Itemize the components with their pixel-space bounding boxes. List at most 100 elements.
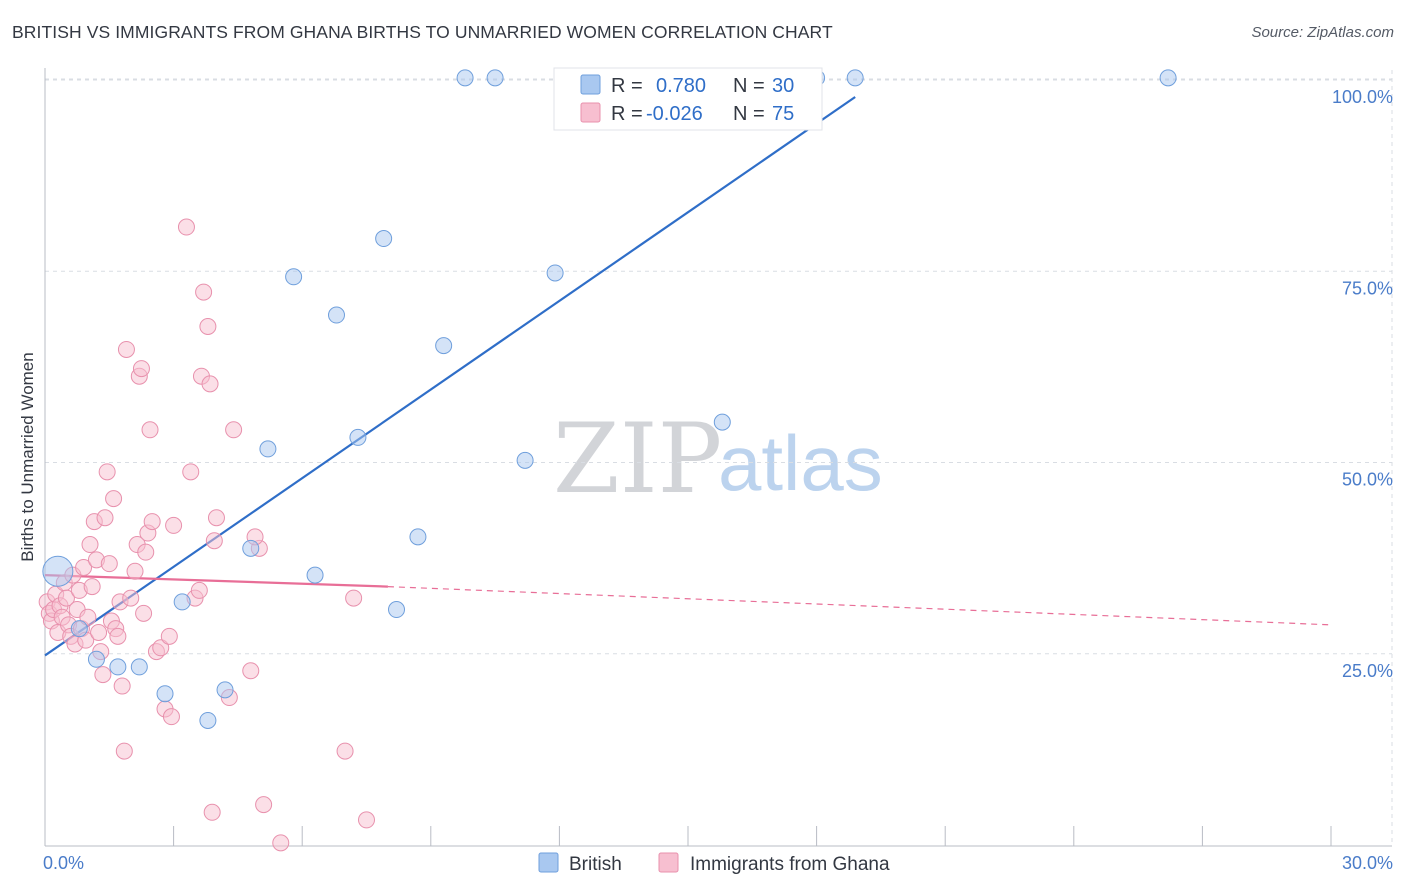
ghana-point [90,624,108,641]
ghana-point [109,627,127,645]
ghana-point [336,742,354,760]
ghana-point [165,516,183,534]
trend-lines [44,96,1332,657]
legend-british-n-label: N = [733,75,765,97]
british-point [130,658,148,676]
ghana-point [162,708,180,726]
british-point [156,685,174,703]
british-point [516,451,534,469]
ghana-point [203,803,221,821]
legend-ghana-n-label: N = [733,103,765,125]
legend-bottom-ghana-swatch [658,852,679,873]
ghana-point [81,536,99,554]
british-point [388,601,406,619]
british-point [173,593,191,611]
ghana-point [201,375,219,393]
y-axis-label: Births to Unmarried Women [18,352,37,561]
british-point [375,230,393,248]
ghana-point [358,811,375,829]
british-point [327,306,345,324]
british-point [546,264,564,282]
axes [44,68,1392,847]
legend-british-r-label: R = [611,75,643,97]
british-point [435,337,453,355]
ghana-point [177,218,195,236]
ghana-point [105,490,123,508]
data-points [38,69,1177,852]
ghana-point [345,589,363,607]
ghana-point [96,509,114,527]
ghana-point [132,360,150,378]
ghana-point [115,742,133,760]
legend-bottom-british-swatch [538,852,559,873]
ghana-point [195,283,213,301]
legend-british-swatch [580,74,601,95]
legend-ghana-r-label: R = [611,103,643,125]
ghana-trend-extension [387,586,1332,626]
british-point [199,711,217,729]
ghana-point [205,532,223,550]
legend-british-r-value: 0.780 [656,75,706,97]
british-point [42,555,74,587]
british-point [242,539,260,557]
ghana-point [117,340,135,358]
ghana-point [79,608,97,626]
ghana-point [182,463,200,481]
ghana-point [141,421,159,439]
british-point [216,681,234,699]
british-point [1159,69,1177,87]
british-point [87,650,105,668]
legend-bottom-ghana-label: Immigrants from Ghana [690,854,890,875]
y-tick-label: 75.0% [1342,278,1393,298]
ghana-point [190,581,208,599]
ghana-point [83,578,101,596]
y-tick-label: 50.0% [1342,470,1393,490]
ghana-point [152,639,170,657]
ghana-point [113,677,131,695]
british-trend-line [44,96,856,657]
british-point [349,428,367,446]
ghana-point [135,604,153,622]
tick-labels: 25.0% 50.0% 75.0% 100.0% 0.0% 30.0% [43,87,1393,873]
legend-british-n-value: 30 [772,75,794,97]
british-point [259,440,277,458]
ghana-point [255,796,273,814]
ghana-point [94,666,112,684]
ghana-point [225,421,243,439]
y-tick-label: 100.0% [1332,87,1393,107]
x-tick-label: 30.0% [1342,853,1393,873]
ghana-point [100,555,118,573]
ghana-point [207,509,225,527]
legend-bottom-british-label: British [569,854,622,875]
british-point [409,528,427,546]
british-point [486,69,504,87]
british-point [285,268,303,286]
ghana-trend-line [44,574,388,588]
legend-bottom: British Immigrants from Ghana [538,852,890,875]
ghana-point [137,543,155,561]
ghana-point [122,589,140,607]
ghana-point [160,627,178,645]
ghana-point [75,558,93,576]
ghana-point [272,834,290,852]
chart-source: Source: ZipAtlas.com [1251,24,1394,41]
ghana-point [143,513,161,531]
british-point [456,69,474,87]
x-tick-label: 0.0% [43,853,84,873]
watermark-zip: ZIP [553,403,722,515]
ghana-point [57,589,75,607]
y-tick-label: 25.0% [1342,661,1393,681]
british-point [846,69,864,87]
legend-ghana-swatch [580,102,601,123]
chart-title: BRITISH VS IMMIGRANTS FROM GHANA BIRTHS … [12,22,833,42]
ghana-point [98,463,116,481]
ghana-point [126,562,144,580]
ghana-point [242,662,260,680]
ghana-point [199,318,217,335]
british-point [713,413,731,431]
british-point [70,620,88,638]
legend-top: R = 0.780 N = 30 R = -0.026 N = 75 [553,67,823,131]
legend-ghana-n-value: 75 [772,103,794,125]
legend-ghana-r-value: -0.026 [646,103,703,125]
